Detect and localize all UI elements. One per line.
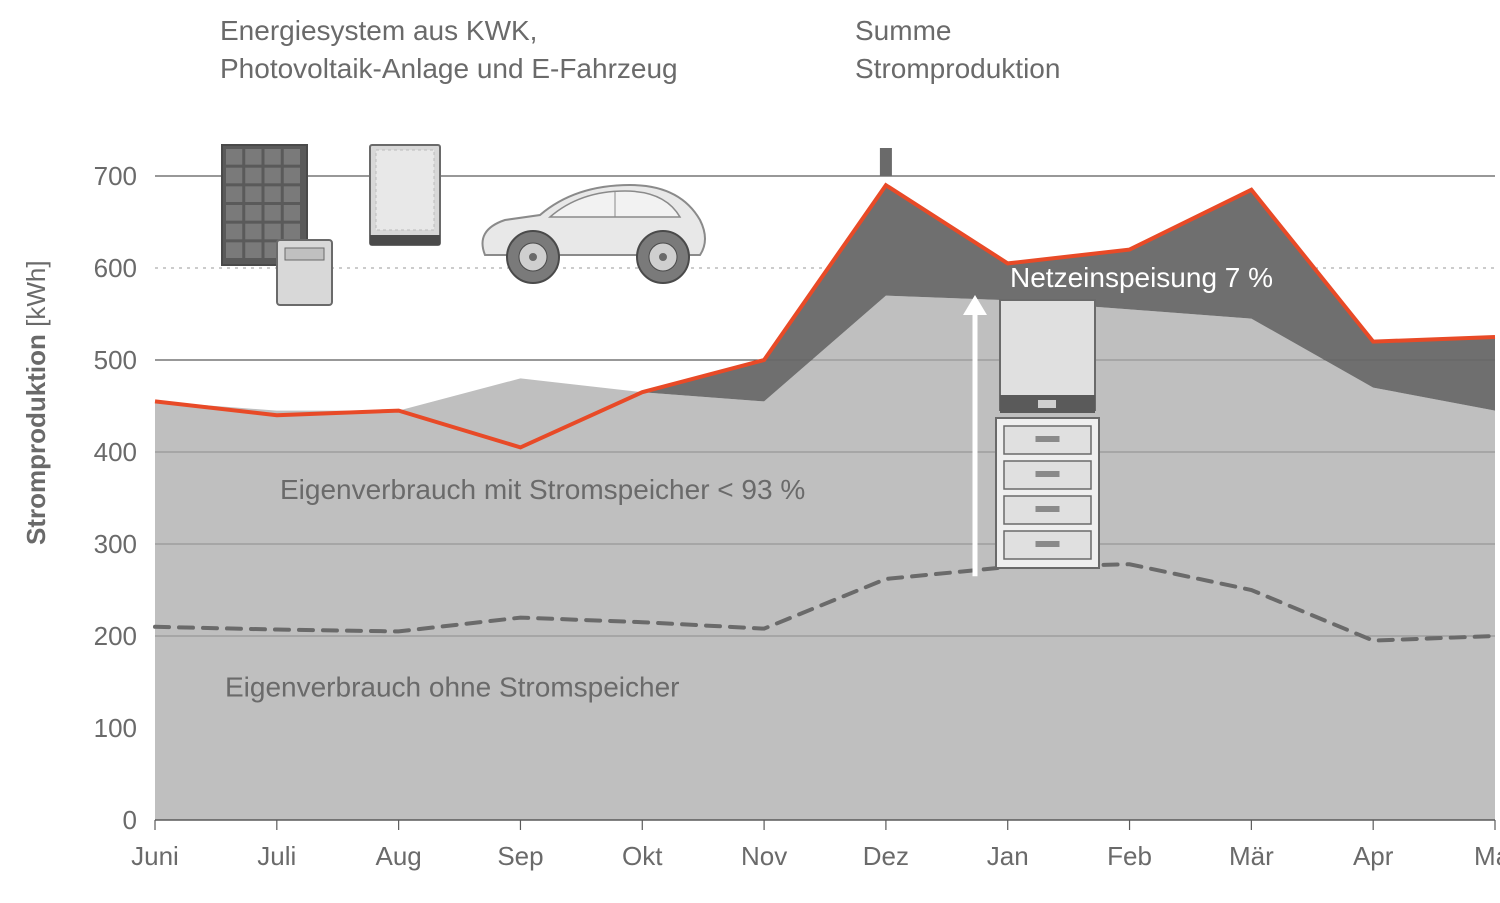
svg-text:Apr: Apr <box>1353 841 1394 871</box>
svg-text:Energiesystem aus KWK,: Energiesystem aus KWK, <box>220 15 537 46</box>
svg-text:Aug: Aug <box>376 841 422 871</box>
svg-text:Stromproduktion: Stromproduktion <box>855 53 1060 84</box>
chart-svg: 0 100 200 300 400 500 600 700 Juni Juli Aug Sep Okt N… <box>0 0 1500 903</box>
svg-text:600: 600 <box>94 253 137 283</box>
svg-text:Feb: Feb <box>1107 841 1152 871</box>
svg-text:Jan: Jan <box>987 841 1029 871</box>
svg-text:200: 200 <box>94 621 137 651</box>
svg-text:0: 0 <box>123 805 137 835</box>
svg-text:300: 300 <box>94 529 137 559</box>
svg-text:Eigenverbrauch ohne Stromspeic: Eigenverbrauch ohne Stromspeicher <box>225 672 679 703</box>
wall-unit-icon <box>370 145 440 245</box>
svg-text:Stromproduktion [kWh]: Stromproduktion [kWh] <box>21 260 51 545</box>
svg-text:400: 400 <box>94 437 137 467</box>
svg-text:Photovoltaik-Anlage und E-Fahr: Photovoltaik-Anlage und E-Fahrzeug <box>220 53 678 84</box>
svg-text:Summe: Summe <box>855 15 951 46</box>
svg-text:Mär: Mär <box>1229 841 1274 871</box>
svg-text:500: 500 <box>94 345 137 375</box>
svg-text:Dez: Dez <box>863 841 909 871</box>
svg-text:Eigenverbrauch mit Stromspeich: Eigenverbrauch mit Stromspeicher < 93 % <box>280 474 805 505</box>
ev-car-icon <box>483 185 706 283</box>
svg-text:Juli: Juli <box>257 841 296 871</box>
svg-text:700: 700 <box>94 161 137 191</box>
svg-text:Juni: Juni <box>131 841 179 871</box>
svg-text:Netzeinspeisung 7 %: Netzeinspeisung 7 % <box>1010 262 1273 293</box>
svg-text:Okt: Okt <box>622 841 663 871</box>
solar-panel-icon <box>222 145 332 305</box>
svg-text:100: 100 <box>94 713 137 743</box>
svg-text:Mai: Mai <box>1474 841 1500 871</box>
svg-text:Sep: Sep <box>497 841 543 871</box>
svg-text:Nov: Nov <box>741 841 787 871</box>
chart-container: 0 100 200 300 400 500 600 700 Juni Juli Aug Sep Okt N… <box>0 0 1500 903</box>
